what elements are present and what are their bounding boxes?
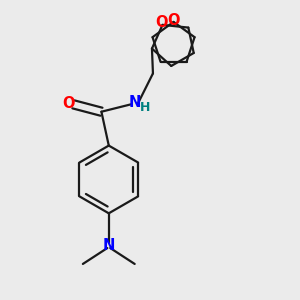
Text: O: O	[62, 96, 74, 111]
Text: O: O	[155, 15, 167, 30]
Text: N: N	[128, 95, 141, 110]
Text: O: O	[167, 13, 180, 28]
Text: N: N	[103, 238, 115, 253]
Text: H: H	[140, 101, 150, 114]
